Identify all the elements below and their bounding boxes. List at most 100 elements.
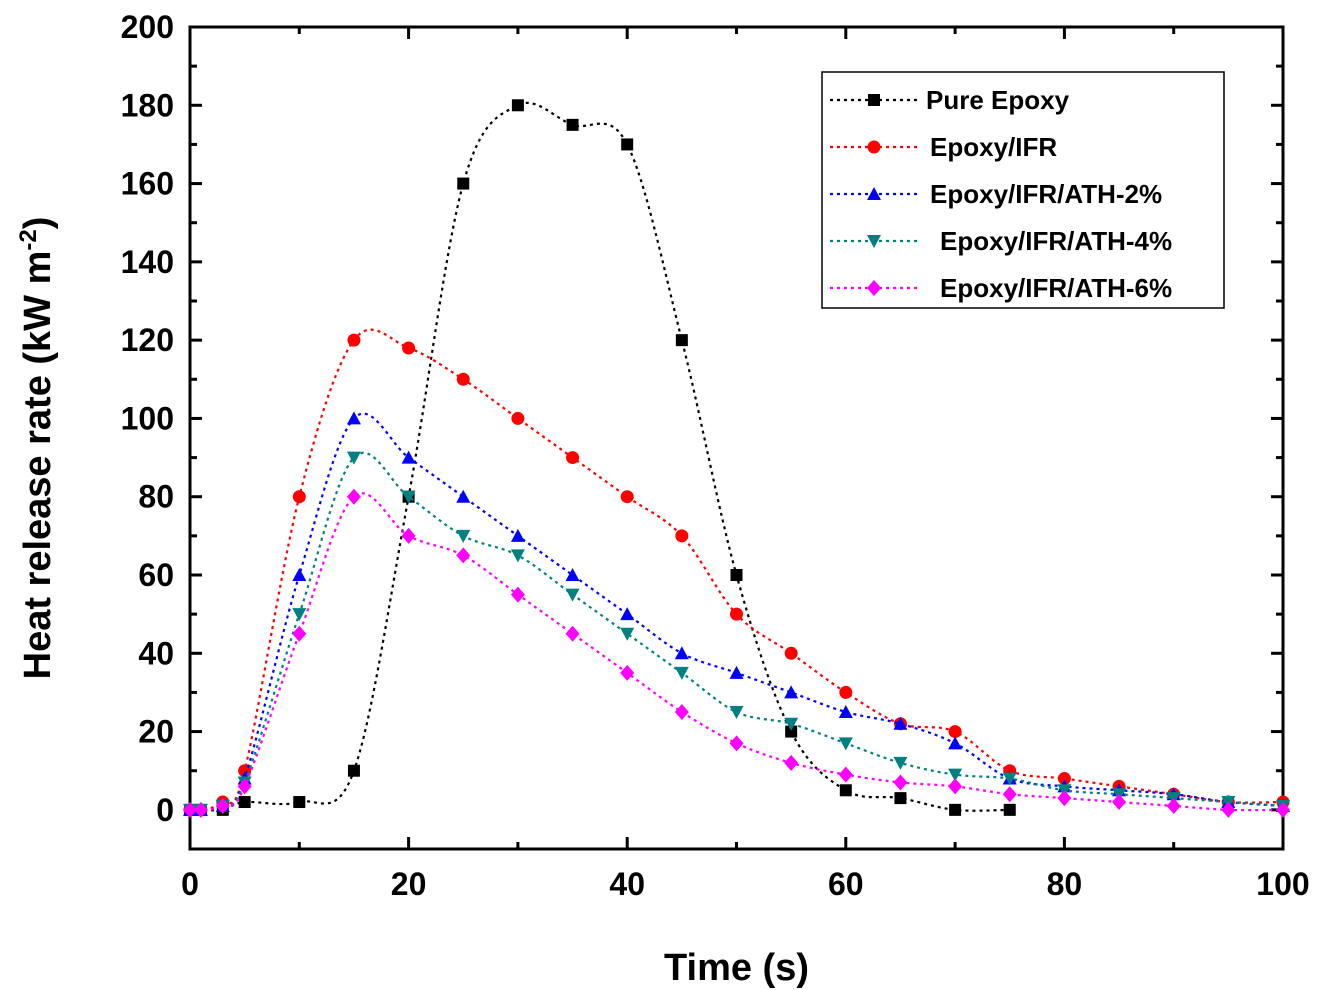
data-point <box>784 685 799 699</box>
legend-label: Epoxy/IFR/ATH-6% <box>940 273 1172 303</box>
data-point <box>292 608 307 622</box>
legend-label: Pure Epoxy <box>926 85 1070 115</box>
data-point <box>347 764 360 777</box>
y-axis-title: Heat release rate (kW m-2) <box>15 217 59 680</box>
x-tick-label: 40 <box>609 866 645 902</box>
data-point <box>948 778 963 795</box>
legend-marker <box>868 94 880 106</box>
series-line <box>189 328 1284 812</box>
data-point <box>729 706 744 719</box>
data-point <box>566 451 580 465</box>
data-point <box>893 716 908 730</box>
data-point <box>839 784 852 797</box>
y-tick-label: 180 <box>121 87 174 123</box>
y-axis-title-main: Heat release rate (kW m <box>17 251 59 680</box>
x-tick-label: 100 <box>1256 866 1309 902</box>
y-tick-label: 40 <box>138 635 174 671</box>
legend-marker <box>867 140 881 154</box>
data-point <box>346 488 361 505</box>
data-point <box>674 666 689 680</box>
y-axis-title-superscript: -2 <box>15 229 42 250</box>
legend-box <box>821 71 1225 309</box>
legend-item: Epoxy/IFR/ATH-6% <box>830 273 1172 303</box>
data-point <box>784 717 799 731</box>
x-tick-label: 60 <box>828 866 864 902</box>
legend-item: Epoxy/IFR <box>830 132 1057 162</box>
data-point <box>183 801 197 818</box>
x-tick-label: 20 <box>391 866 427 902</box>
data-point <box>456 529 471 543</box>
series-layer <box>183 99 1290 818</box>
data-point <box>949 803 962 816</box>
data-point <box>457 177 470 190</box>
data-point <box>1002 772 1017 786</box>
data-point <box>293 796 306 809</box>
legend-item: Epoxy/IFR/ATH-2% <box>830 179 1162 209</box>
x-tick-label: 80 <box>1047 866 1083 902</box>
y-axis-title-close: ) <box>17 217 59 230</box>
data-point <box>238 796 251 809</box>
legend: Pure Epoxy Epoxy/IFR Epoxy/IFR/ATH-2% Epoxy… <box>821 71 1225 309</box>
data-point <box>511 99 524 112</box>
data-point <box>511 411 525 425</box>
data-point <box>729 735 744 752</box>
data-point <box>292 490 306 504</box>
series-line <box>189 451 1284 812</box>
legend-marker <box>867 187 881 200</box>
legend-label: Epoxy/IFR/ATH-4% <box>940 226 1172 256</box>
data-point <box>729 665 744 679</box>
data-point <box>893 756 908 770</box>
data-point <box>1166 797 1181 814</box>
legend-item: Epoxy/IFR/ATH-4% <box>830 226 1172 256</box>
legend-item: Pure Epoxy <box>830 85 1070 115</box>
data-point <box>510 586 525 603</box>
data-point <box>838 737 853 751</box>
data-point <box>893 774 908 791</box>
data-point <box>215 797 230 814</box>
data-point <box>730 607 743 621</box>
data-point <box>292 568 307 581</box>
data-point <box>292 625 307 642</box>
legend-label: Epoxy/IFR <box>930 132 1057 162</box>
y-tick-label: 160 <box>121 166 174 202</box>
data-point <box>948 768 963 782</box>
y-tick-label: 80 <box>138 479 174 515</box>
y-tick-label: 60 <box>138 557 174 593</box>
data-point <box>510 549 525 563</box>
data-point <box>1276 801 1290 818</box>
data-point <box>620 490 634 504</box>
y-tick-label: 100 <box>121 400 174 436</box>
x-axis-title: Time (s) <box>664 947 809 989</box>
data-point <box>1221 801 1236 818</box>
data-point <box>401 490 416 504</box>
data-point <box>675 529 689 543</box>
data-point <box>193 801 208 818</box>
data-point <box>785 725 798 738</box>
data-point <box>730 569 743 581</box>
data-point <box>402 341 416 355</box>
data-point <box>565 625 580 642</box>
data-point <box>346 411 361 425</box>
data-point <box>674 704 689 720</box>
y-tick-label: 0 <box>156 792 174 828</box>
data-point <box>948 736 963 750</box>
data-point <box>621 138 634 151</box>
data-point <box>566 118 579 131</box>
data-point <box>620 664 635 681</box>
data-point <box>784 754 799 771</box>
data-point <box>565 568 580 581</box>
data-point <box>1112 794 1127 811</box>
y-tick-label: 140 <box>121 244 174 280</box>
data-point <box>838 705 853 718</box>
y-tick-label: 20 <box>138 714 174 750</box>
data-point <box>347 333 361 347</box>
y-tick-label: 200 <box>121 9 174 45</box>
data-point <box>401 450 416 464</box>
data-point <box>237 778 252 795</box>
y-tick-label: 120 <box>121 322 174 358</box>
legend-marker <box>867 235 881 248</box>
series-4 <box>183 451 1290 817</box>
data-point <box>620 627 635 641</box>
axis-ticks: 0 20 40 60 80 100 0 20 40 60 80 100 120 140 160 180 200 <box>121 9 1310 902</box>
